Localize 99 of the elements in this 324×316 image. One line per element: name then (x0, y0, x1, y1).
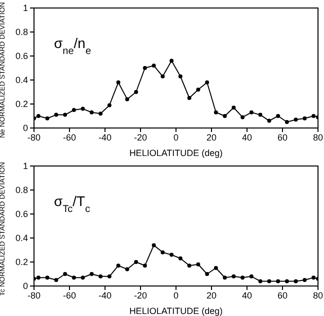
x-tick-label: -80 (27, 290, 41, 300)
point (222, 114, 227, 118)
point (36, 276, 40, 280)
x-axis-title: HELIOLATITUDE (deg) (129, 306, 223, 316)
point (276, 279, 280, 284)
x-axis-title: HELIOLATITUDE (deg) (129, 148, 223, 158)
point (98, 112, 103, 116)
x-tick-label: 80 (312, 290, 324, 300)
point (36, 114, 40, 118)
point (196, 88, 200, 92)
point (267, 279, 272, 284)
point (170, 58, 174, 63)
point (312, 276, 316, 280)
point (72, 108, 76, 112)
point (63, 112, 68, 117)
y-tick-label: 0 (22, 123, 28, 134)
y-tick-label: 1 (22, 3, 28, 14)
point (294, 279, 298, 284)
point (312, 114, 316, 118)
x-tick-label: -20 (134, 290, 148, 300)
point (45, 276, 50, 280)
y-tick-label: 0.8 (15, 27, 28, 38)
point (98, 274, 103, 278)
point (63, 272, 68, 276)
y-tick-label: 0.6 (15, 209, 28, 220)
y-tick-label: 0.2 (15, 257, 28, 268)
point (232, 274, 236, 278)
point (178, 74, 182, 78)
y-tick-label: 0.2 (15, 99, 28, 110)
point (267, 118, 272, 123)
point (72, 276, 76, 280)
point (284, 120, 289, 124)
point (170, 252, 174, 257)
point (90, 110, 94, 114)
x-tick-label: 20 (206, 132, 217, 142)
y-tick-label: 0.4 (15, 233, 28, 244)
point (276, 114, 280, 118)
point (45, 116, 50, 120)
x-tick-label: 0 (173, 132, 179, 142)
x-tick-label: 80 (312, 132, 324, 142)
point (80, 106, 85, 111)
point (302, 278, 307, 282)
point (107, 274, 112, 278)
point (142, 264, 147, 268)
point (134, 260, 138, 264)
point (232, 106, 236, 110)
point (294, 118, 298, 122)
point (152, 243, 156, 248)
y-tick-label: 0.8 (15, 185, 28, 196)
x-tick-label: -20 (134, 132, 148, 142)
y-tick-label: 0.6 (15, 51, 28, 62)
point (258, 279, 262, 284)
line-series (34, 243, 318, 284)
point (142, 66, 147, 70)
x-tick-label: 40 (242, 290, 252, 300)
x-tick-label: 60 (277, 132, 288, 142)
point (222, 276, 227, 280)
point (214, 266, 218, 270)
point (258, 112, 262, 117)
x-tick-label: -60 (62, 132, 76, 142)
point (214, 110, 218, 114)
x-tick-label: 60 (277, 290, 288, 300)
point (302, 116, 307, 120)
point (284, 279, 289, 284)
point (80, 276, 85, 280)
point (249, 274, 254, 278)
point (187, 264, 192, 268)
y-tick-label: 1 (22, 161, 28, 172)
annotation: σ$_{Tc}$/T$_{c}$ (54, 193, 90, 214)
point (240, 276, 245, 280)
point (240, 115, 245, 120)
point (152, 64, 156, 68)
point (90, 272, 94, 276)
point (196, 262, 200, 266)
x-tick-label: 0 (173, 290, 179, 300)
x-tick-label: -40 (98, 132, 112, 142)
point (134, 90, 138, 94)
point (54, 112, 58, 117)
x-tick-label: 40 (242, 132, 252, 142)
x-tick-label: 20 (206, 290, 217, 300)
annotation: σ$_{ne}$/n$_{e}$ (54, 35, 92, 56)
point (205, 80, 210, 84)
point (249, 110, 254, 114)
y-tick-label: 0 (22, 281, 28, 292)
point (187, 96, 192, 100)
x-tick-label: -60 (62, 290, 76, 300)
point (125, 267, 130, 272)
point (160, 250, 165, 254)
point (125, 97, 130, 102)
point (116, 80, 120, 84)
point (116, 264, 120, 268)
point (54, 278, 58, 282)
point (160, 74, 165, 78)
x-tick-label: -40 (98, 290, 112, 300)
y-tick-label: 0.4 (15, 75, 28, 86)
point (178, 256, 182, 260)
x-tick-label: -80 (27, 132, 41, 142)
point (205, 272, 210, 276)
point (107, 103, 112, 108)
